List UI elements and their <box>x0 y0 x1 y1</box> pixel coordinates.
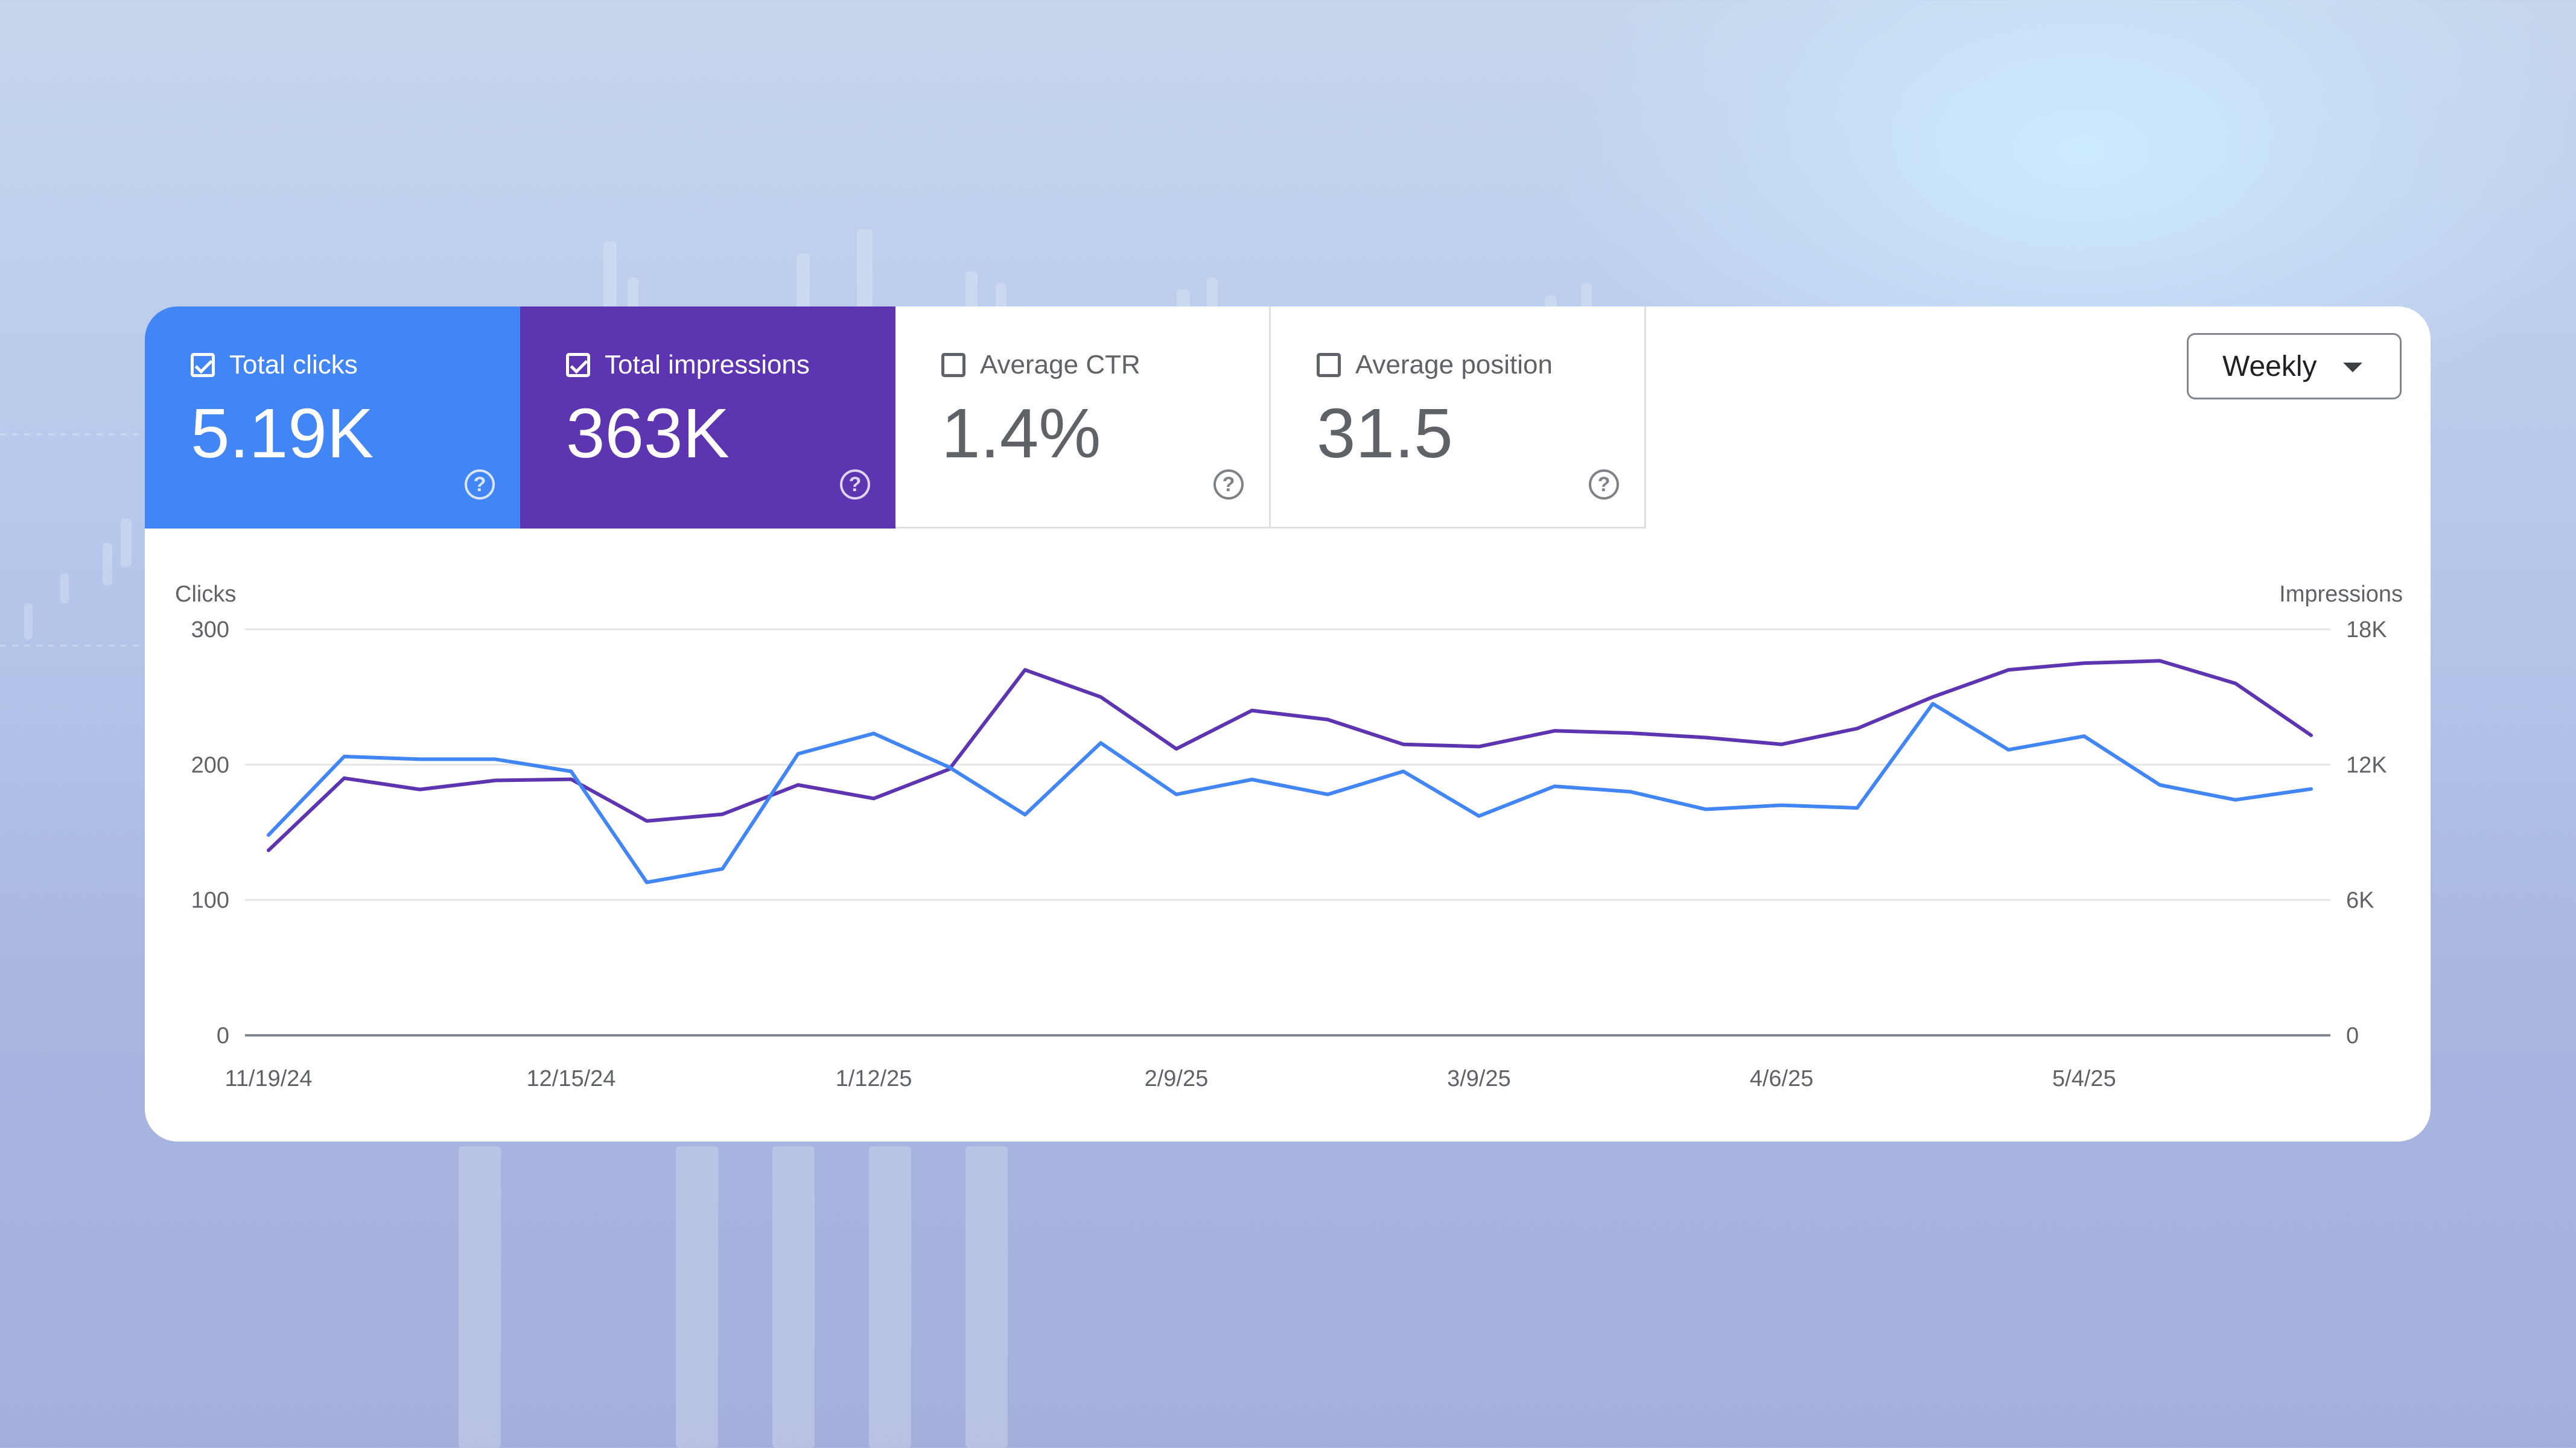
metric-label: Total impressions <box>605 350 810 379</box>
decorative-bar <box>103 543 112 585</box>
y-right-axis-title: Impressions <box>2279 582 2403 607</box>
checkbox-unchecked-icon[interactable] <box>1317 353 1341 377</box>
metric-value: 363K <box>566 394 730 472</box>
decorative-bar <box>676 1146 718 1448</box>
decorative-bar <box>869 1146 911 1448</box>
help-icon[interactable]: ? <box>1213 469 1244 500</box>
x-tick-label: 2/9/25 <box>1145 1066 1209 1091</box>
decorative-bar <box>603 241 617 308</box>
metric-label: Average position <box>1355 350 1553 379</box>
metric-header: Total clicks <box>191 350 358 380</box>
decorative-bar <box>965 1146 1008 1448</box>
x-tick-label: 12/15/24 <box>527 1066 616 1091</box>
x-tick-label: 3/9/25 <box>1447 1066 1511 1091</box>
metric-value: 1.4% <box>941 394 1101 472</box>
metric-label: Average CTR <box>980 350 1140 379</box>
series-line-impressions <box>267 659 2313 853</box>
help-icon[interactable]: ? <box>840 469 870 500</box>
decorative-bar <box>24 603 33 640</box>
y-left-tick-label: 200 <box>191 752 229 778</box>
help-icon[interactable]: ? <box>465 469 495 500</box>
metric-value: 31.5 <box>1317 394 1453 472</box>
x-tick-label: 1/12/25 <box>836 1066 912 1091</box>
decorative-bar <box>996 284 1007 314</box>
decorative-bar <box>459 1146 501 1448</box>
caret-down-icon <box>2343 363 2362 372</box>
metric-header: Total impressions <box>566 350 810 380</box>
metric-label: Total clicks <box>229 350 358 379</box>
y-right-tick-label: 12K <box>2346 752 2387 778</box>
decorative-bar <box>857 229 873 314</box>
series-line-clicks <box>267 702 2313 884</box>
decorative-bar <box>965 272 978 308</box>
metric-header: Average CTR <box>941 350 1140 380</box>
y-right-tick-label: 18K <box>2346 617 2387 643</box>
decorative-bar <box>121 519 132 567</box>
performance-card: Total clicks 5.19K ? Total impressions 3… <box>145 306 2431 1142</box>
decorative-bar <box>772 1146 815 1448</box>
x-tick-label: 11/19/24 <box>224 1066 312 1091</box>
y-right-tick-label: 6K <box>2346 888 2374 913</box>
x-tick-label: 5/4/25 <box>2052 1066 2116 1091</box>
metric-tile-average-ctr[interactable]: Average CTR 1.4% ? <box>895 306 1271 529</box>
metric-tile-total-impressions[interactable]: Total impressions 363K ? <box>520 306 895 529</box>
help-icon[interactable]: ? <box>1589 469 1619 500</box>
checkbox-unchecked-icon[interactable] <box>941 353 965 377</box>
y-right-tick-label: 0 <box>2346 1023 2359 1049</box>
decorative-bar <box>1207 278 1218 314</box>
y-left-tick-label: 100 <box>191 888 229 913</box>
metric-header: Average position <box>1317 350 1553 380</box>
decorative-bar <box>1581 284 1592 314</box>
y-left-axis-title: Clicks <box>175 582 236 607</box>
y-left-tick-label: 300 <box>191 617 229 643</box>
decorative-bar <box>60 573 69 603</box>
checkbox-checked-icon[interactable] <box>191 353 215 377</box>
metric-tile-total-clicks[interactable]: Total clicks 5.19K ? <box>145 306 520 529</box>
period-dropdown-value: Weekly <box>2222 350 2317 383</box>
y-left-tick-label: 0 <box>217 1023 229 1049</box>
period-dropdown[interactable]: Weekly <box>2187 333 2402 399</box>
metric-value: 5.19K <box>191 394 374 472</box>
metric-tile-average-position[interactable]: Average position 31.5 ? <box>1271 306 1646 529</box>
checkbox-checked-icon[interactable] <box>566 353 590 377</box>
x-tick-label: 4/6/25 <box>1750 1066 1814 1091</box>
decorative-bar <box>797 253 810 308</box>
